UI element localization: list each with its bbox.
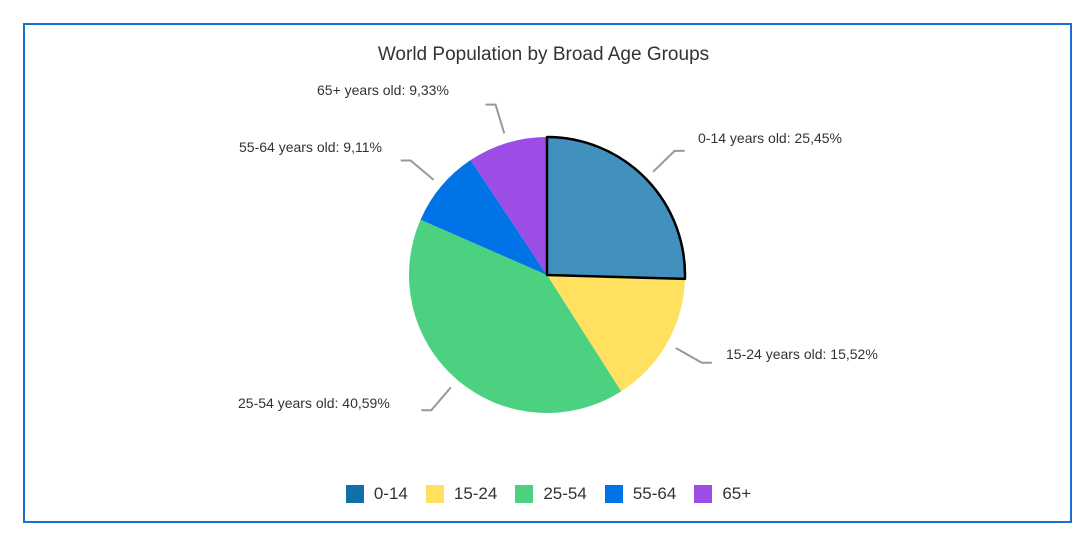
slice-65plus[interactable]	[470, 137, 547, 275]
leader-line-25-54	[421, 386, 452, 412]
legend-item-55-64[interactable]: 55-64	[604, 484, 676, 504]
data-label-55-64: 55-64 years old: 9,11%	[239, 139, 382, 155]
data-label-25-54: 25-54 years old: 40,59%	[238, 395, 390, 411]
slice-15-24[interactable]	[547, 275, 685, 392]
slice-0-14[interactable]	[545, 135, 687, 281]
legend-item-0-14[interactable]: 0-14	[345, 484, 408, 504]
data-label-65plus: 65+ years old: 9,33%	[317, 82, 449, 98]
data-label-15-24: 15-24 years old: 15,52%	[726, 346, 878, 362]
legend-swatch	[694, 485, 713, 503]
legend-item-25-54[interactable]: 25-54	[515, 484, 587, 504]
legend-swatch	[515, 485, 534, 503]
legend-swatch	[425, 485, 444, 503]
legend-item-15-24[interactable]: 15-24	[425, 484, 497, 504]
legend: 0-14 15-24 25-54 55-64 65+	[0, 484, 1087, 504]
leader-line-65plus	[485, 103, 506, 134]
leader-line-15-24	[675, 347, 712, 364]
data-label-0-14: 0-14 years old: 25,45%	[698, 130, 842, 146]
chart-frame	[23, 23, 1072, 523]
slice-25-54[interactable]	[409, 219, 622, 413]
legend-swatch	[604, 485, 623, 503]
legend-item-65plus[interactable]: 65+	[694, 484, 751, 504]
legend-swatch	[345, 485, 364, 503]
leader-line-0-14	[652, 149, 685, 173]
chart-title: World Population by Broad Age Groups	[377, 44, 710, 65]
leader-line-55-64	[400, 159, 435, 181]
slice-55-64[interactable]	[420, 160, 547, 275]
